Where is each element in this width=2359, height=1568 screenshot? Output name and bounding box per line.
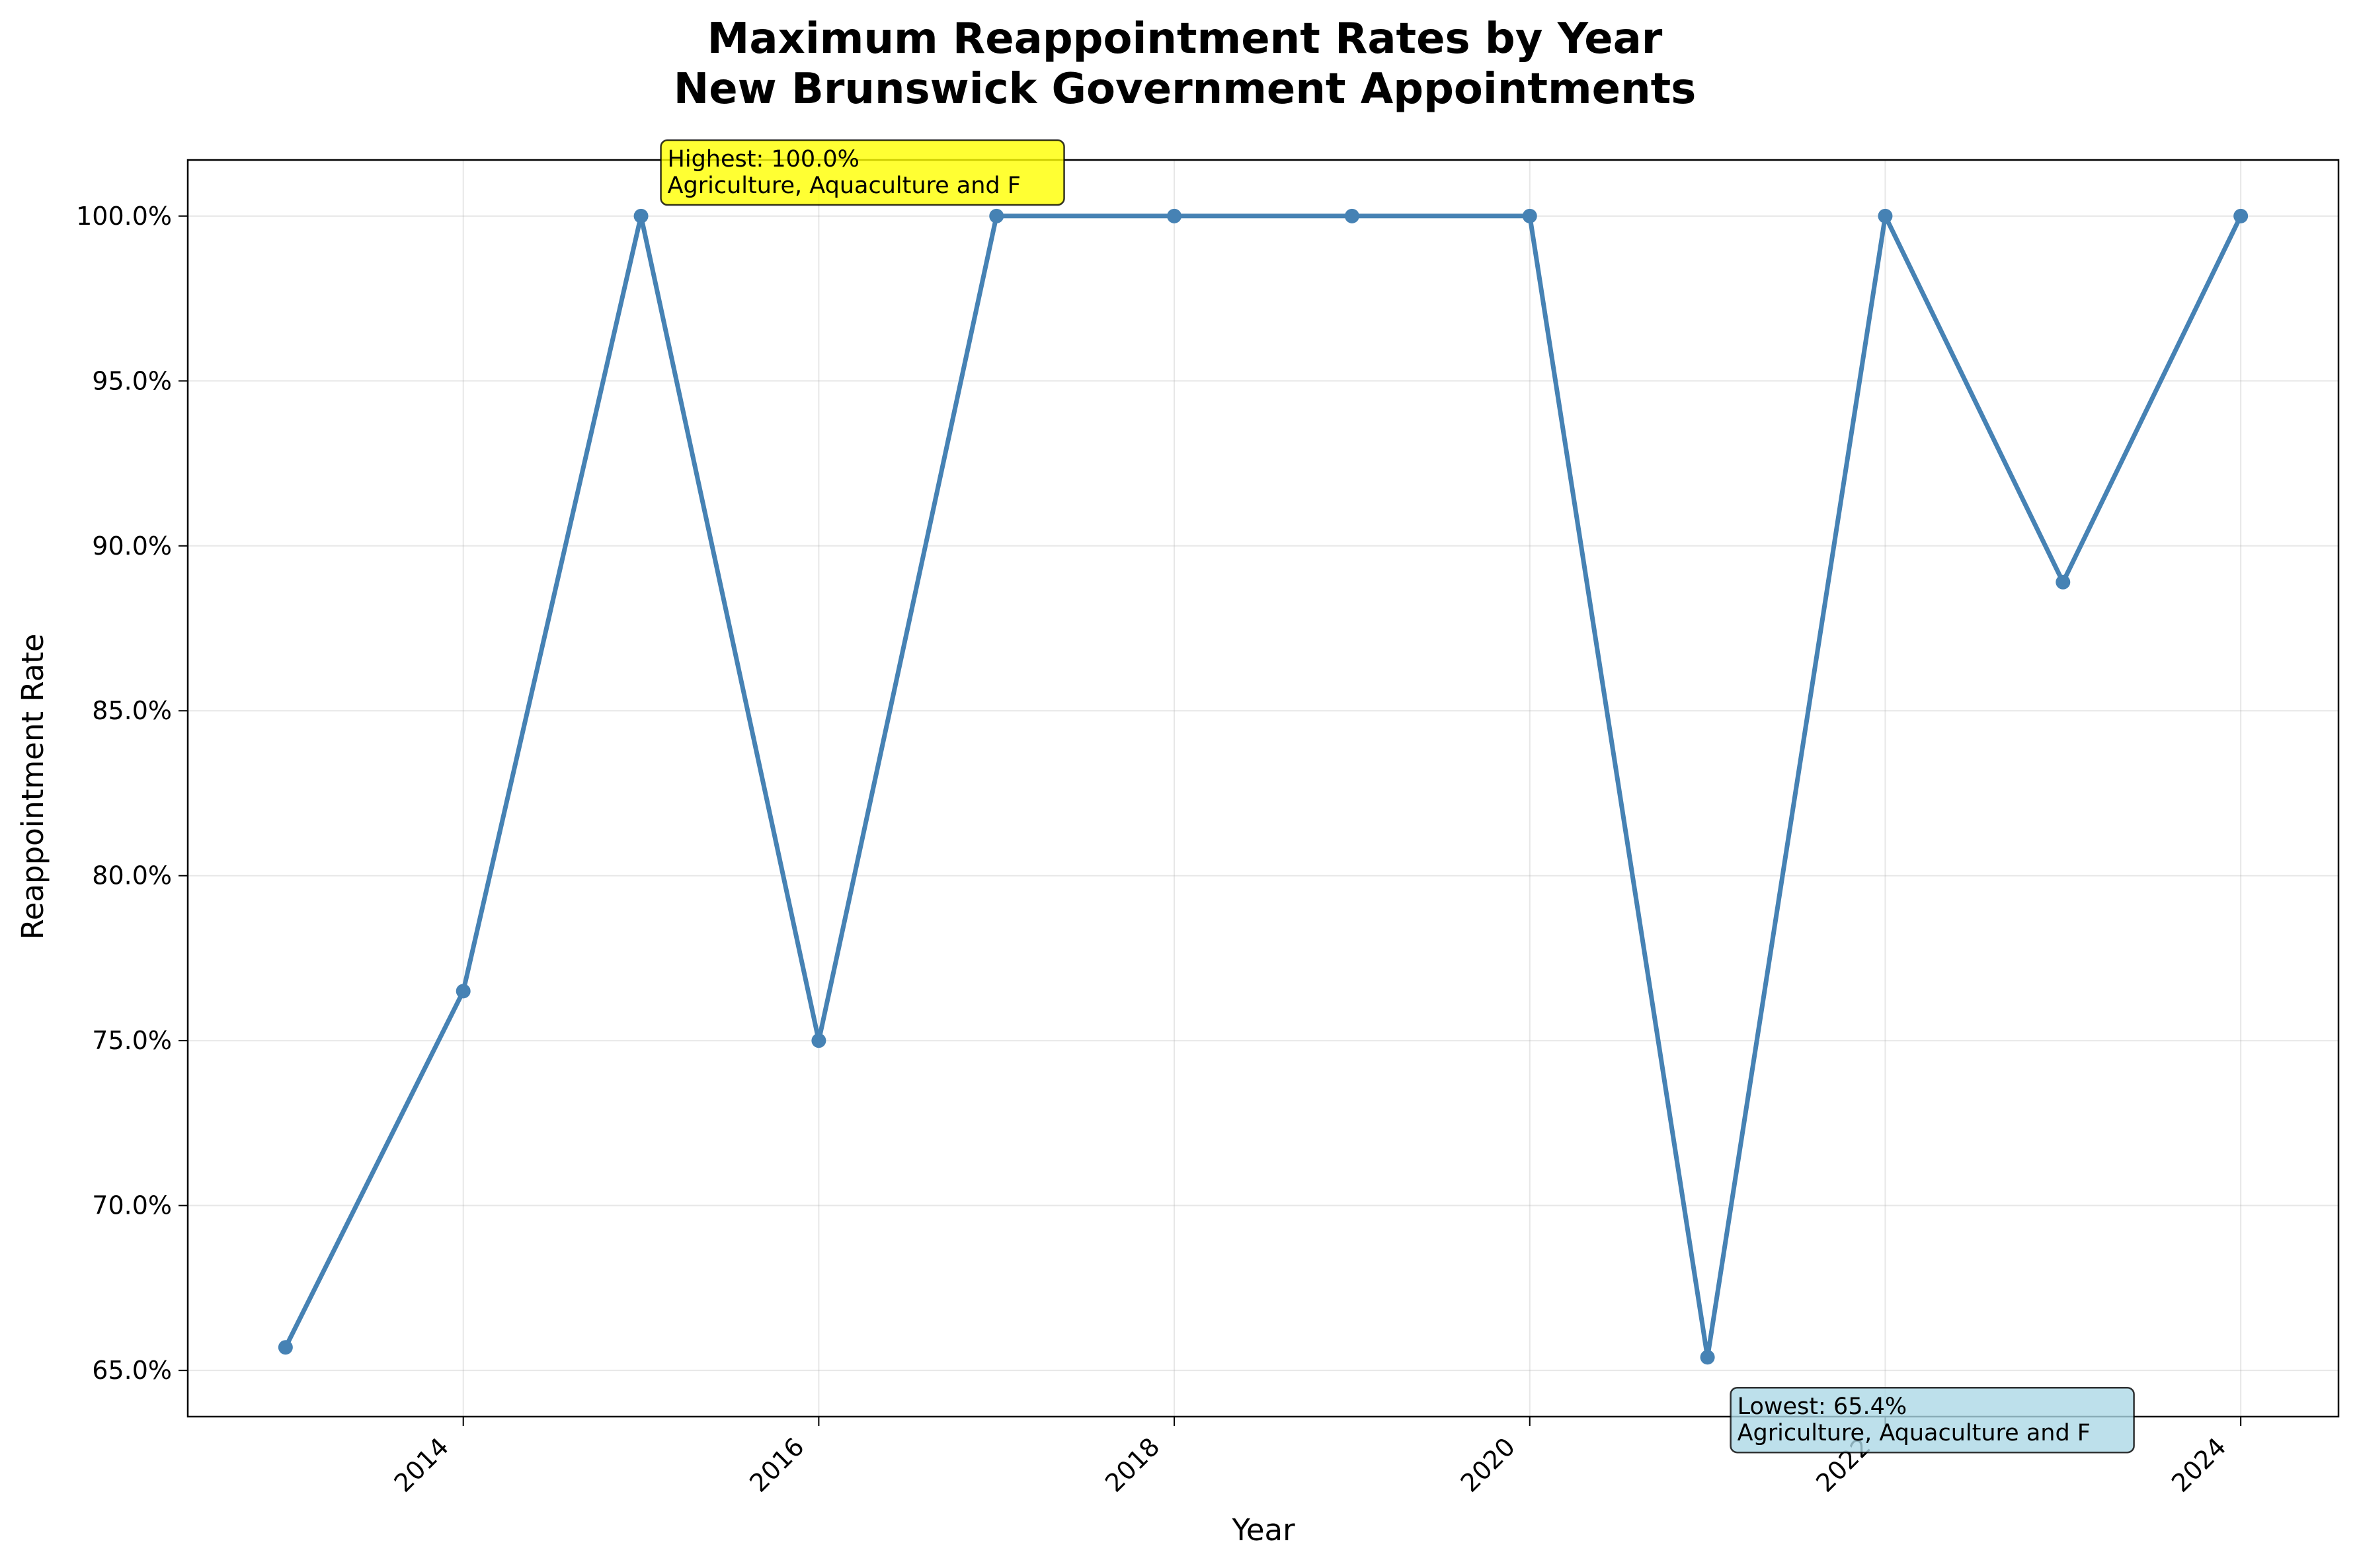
y-axis-label: Reappointment Rate: [15, 633, 50, 939]
annotation-text: Lowest: 65.4%: [1738, 1393, 1907, 1420]
data-points: [278, 208, 2249, 1365]
annotations: Highest: 100.0%Agriculture, Aquaculture …: [660, 139, 2135, 1454]
data-point: [1700, 1350, 1715, 1365]
y-tick-label: 95.0%: [92, 366, 172, 395]
data-point: [2056, 574, 2071, 590]
data-point: [1167, 208, 1182, 223]
y-tick-label: 70.0%: [92, 1191, 172, 1220]
y-tick-label: 65.0%: [92, 1356, 172, 1385]
y-tick-label: 85.0%: [92, 696, 172, 725]
y-tick-label: 100.0%: [76, 202, 172, 231]
series-line: [283, 214, 2243, 1360]
plot-area-frame: [186, 159, 2340, 1418]
data-point: [1522, 208, 1537, 223]
chart-title: Maximum Reappointment Rates by Year: [707, 15, 1663, 63]
x-axis-label: Year: [1231, 1512, 1295, 1548]
y-tick-label: 80.0%: [92, 861, 172, 890]
y-axis-ticks: 65.0% 70.0% 75.0% 80.0% 85.0% 90.0% 95.0% 100.0…: [76, 202, 188, 1385]
data-point: [633, 208, 649, 223]
annotation-box: [660, 139, 1065, 206]
data-point: [456, 984, 471, 999]
data-point: [278, 1340, 293, 1355]
y-tick-label: 75.0%: [92, 1026, 172, 1055]
annotation-text: Highest: 100.0%: [668, 146, 860, 173]
data-point: [811, 1033, 826, 1048]
series-line-group: [283, 214, 2243, 1360]
data-point: [1344, 208, 1359, 223]
annotation-highest: Highest: 100.0%Agriculture, Aquaculture …: [660, 139, 1065, 206]
annotation-text: Agriculture, Aquaculture and F: [668, 173, 1021, 199]
data-point: [989, 208, 1004, 223]
y-tick-label: 90.0%: [92, 531, 172, 561]
annotation-lowest: Lowest: 65.4%Agriculture, Aquaculture an…: [1730, 1386, 2135, 1454]
annotation-text: Agriculture, Aquaculture and F: [1738, 1420, 2091, 1446]
chart-subtitle: New Brunswick Government Appointments: [674, 65, 1697, 114]
data-point: [1878, 208, 1893, 223]
data-point: [2233, 208, 2249, 223]
annotation-box: [1730, 1386, 2135, 1454]
